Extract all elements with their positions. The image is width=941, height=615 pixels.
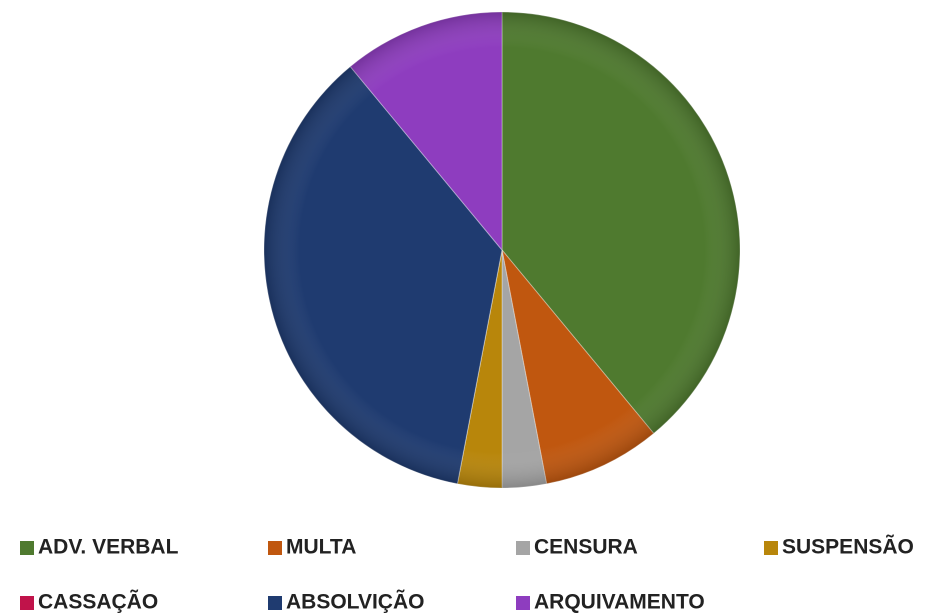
legend-swatch [20, 541, 34, 555]
legend-label: ABSOLVIÇÃO [286, 591, 424, 614]
legend-swatch [764, 541, 778, 555]
legend-label: ARQUIVAMENTO [534, 591, 705, 614]
legend-swatch [20, 596, 34, 610]
legend-swatch [516, 541, 530, 555]
legend-label: CASSAÇÃO [38, 591, 158, 614]
legend-label: SUSPENSÃO [782, 536, 914, 559]
legend-label: MULTA [286, 536, 356, 559]
legend-swatch [268, 541, 282, 555]
legend-label: CENSURA [534, 536, 638, 559]
legend-swatch [268, 596, 282, 610]
legend-label: ADV. VERBAL [38, 536, 179, 559]
legend-swatch [516, 596, 530, 610]
